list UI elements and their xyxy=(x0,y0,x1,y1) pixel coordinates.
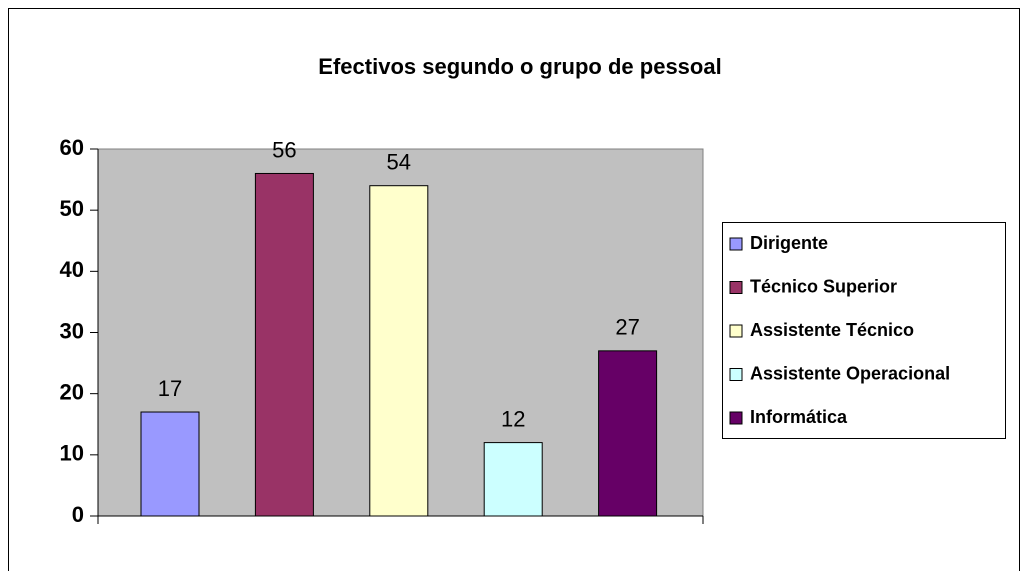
bar xyxy=(598,350,658,517)
data-label: 56 xyxy=(272,137,296,162)
legend-swatch xyxy=(729,324,743,338)
bar xyxy=(369,185,429,517)
legend-swatch xyxy=(729,237,743,251)
data-label: 27 xyxy=(615,315,639,340)
y-tick-label: 20 xyxy=(60,379,84,404)
bar xyxy=(254,172,314,517)
legend-box xyxy=(722,222,1006,439)
y-tick-label: 60 xyxy=(60,135,84,160)
data-label: 17 xyxy=(158,376,182,401)
y-tick-label: 10 xyxy=(60,441,84,466)
y-tick-label: 30 xyxy=(60,318,84,343)
legend-label: Dirigente xyxy=(750,233,828,253)
legend-label: Técnico Superior xyxy=(750,276,897,296)
data-label: 12 xyxy=(501,406,525,431)
legend-label: Assistente Técnico xyxy=(750,320,914,340)
y-tick-label: 0 xyxy=(72,502,84,527)
y-tick-label: 50 xyxy=(60,196,84,221)
legend-swatch xyxy=(729,368,743,381)
data-label: 54 xyxy=(387,150,411,175)
legend-swatch xyxy=(729,281,743,294)
bar xyxy=(140,411,200,517)
legend-label: Informática xyxy=(750,407,848,427)
legend-swatch xyxy=(729,411,743,425)
bar xyxy=(483,442,543,517)
legend-label: Assistente Operacional xyxy=(750,363,950,383)
y-tick-label: 40 xyxy=(60,257,84,282)
chart-title: Efectivos segundo o grupo de pessoal xyxy=(318,54,721,79)
